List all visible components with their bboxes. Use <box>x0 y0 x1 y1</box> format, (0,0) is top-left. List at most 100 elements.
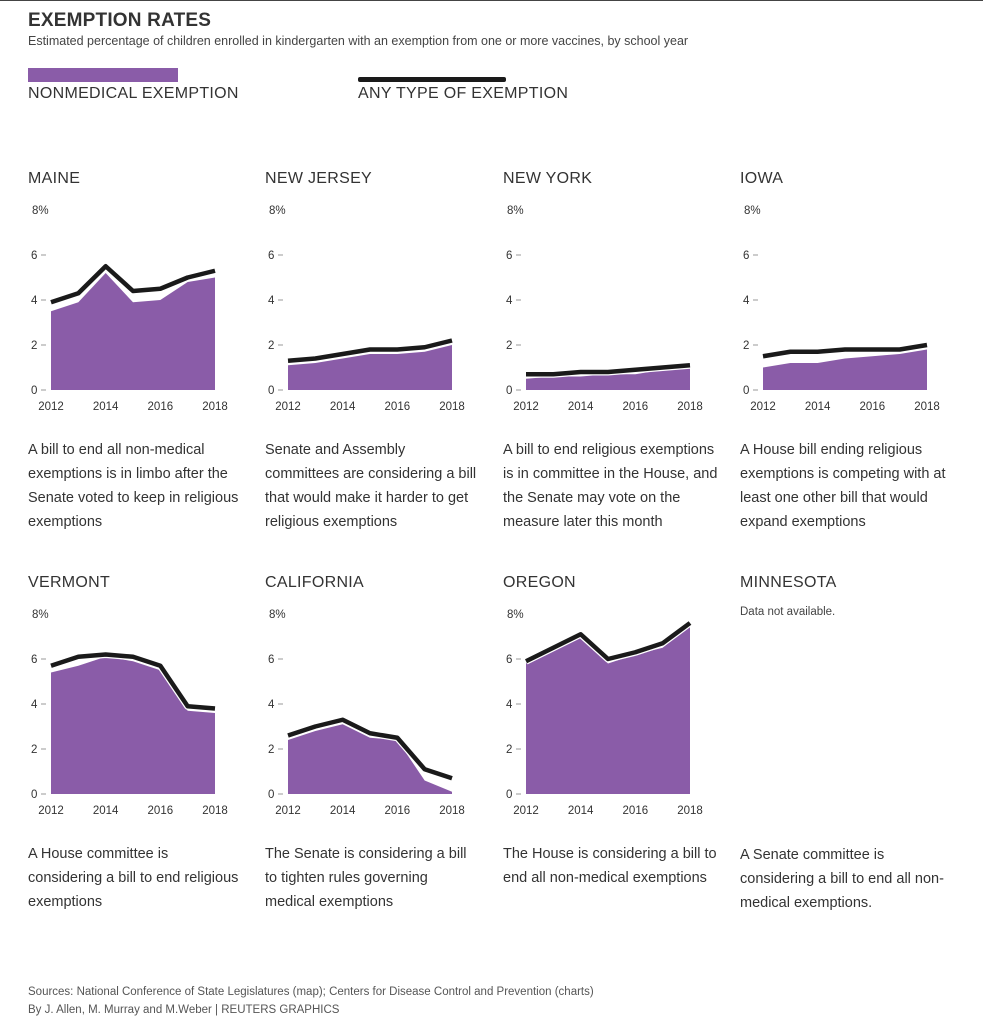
y-tick-label: 0 <box>268 385 274 397</box>
sources-text: Sources: National Conference of State Le… <box>28 986 594 998</box>
x-tick-label: 2018 <box>202 805 228 817</box>
y-tick-label: 0 <box>31 385 37 397</box>
no-data-note: Data not available. <box>740 606 836 618</box>
x-tick-label: 2016 <box>860 401 886 413</box>
nonmedical-area <box>526 367 690 390</box>
page-title: EXEMPTION RATES <box>28 10 212 31</box>
x-tick-label: 2014 <box>330 401 356 413</box>
panel-title: VERMONT <box>28 574 111 591</box>
legend-area-swatch <box>28 68 178 82</box>
y-tick-label: 2 <box>743 340 749 352</box>
y-tick-label: 8% <box>32 205 49 217</box>
y-tick-label: 0 <box>31 789 37 801</box>
panel-description: The House is considering a bill to end a… <box>503 846 717 886</box>
x-tick-label: 2016 <box>148 805 174 817</box>
y-tick-label: 6 <box>268 654 274 666</box>
y-tick-label: 4 <box>506 699 513 711</box>
x-tick-label: 2014 <box>330 805 356 817</box>
x-tick-label: 2018 <box>202 401 228 413</box>
y-tick-label: 6 <box>506 654 512 666</box>
y-tick-label: 8% <box>269 609 286 621</box>
x-tick-label: 2014 <box>93 805 119 817</box>
y-tick-label: 0 <box>268 789 274 801</box>
y-tick-label: 2 <box>31 744 37 756</box>
y-tick-label: 6 <box>268 250 274 262</box>
x-tick-label: 2012 <box>750 401 776 413</box>
sources-footer: Sources: National Conference of State Le… <box>28 983 594 1019</box>
panel-description: A bill to end religious exemptions is in… <box>503 442 718 530</box>
panel-description: A House bill ending religious exemptions… <box>740 442 946 530</box>
credits-text: By J. Allen, M. Murray and M.Weber | REU… <box>28 1004 340 1016</box>
y-tick-label: 4 <box>31 295 38 307</box>
panel-title: NEW JERSEY <box>265 170 373 187</box>
y-tick-label: 0 <box>506 385 512 397</box>
x-tick-label: 2012 <box>513 805 539 817</box>
y-tick-label: 4 <box>268 295 275 307</box>
x-tick-label: 2012 <box>275 805 301 817</box>
nonmedical-area <box>288 724 452 794</box>
x-tick-label: 2018 <box>677 401 703 413</box>
x-tick-label: 2012 <box>38 805 64 817</box>
legend-area-label: NONMEDICAL EXEMPTION <box>28 85 239 102</box>
y-tick-label: 8% <box>744 205 761 217</box>
y-tick-label: 2 <box>268 744 274 756</box>
panel-description: A House committee is considering a bill … <box>28 846 239 910</box>
x-tick-label: 2012 <box>38 401 64 413</box>
y-tick-label: 4 <box>743 295 750 307</box>
nonmedical-area <box>51 273 215 390</box>
panel-title: NEW YORK <box>503 170 593 187</box>
panel-title: MAINE <box>28 170 81 187</box>
x-tick-label: 2016 <box>623 401 649 413</box>
y-tick-label: 2 <box>506 744 512 756</box>
y-tick-label: 6 <box>506 250 512 262</box>
panel-description: A bill to end all non-medical exemptions… <box>28 442 239 530</box>
x-tick-label: 2012 <box>275 401 301 413</box>
x-tick-label: 2016 <box>385 805 411 817</box>
x-tick-label: 2014 <box>805 401 831 413</box>
panel-description: A Senate committee is considering a bill… <box>740 847 944 911</box>
y-tick-label: 2 <box>506 340 512 352</box>
y-tick-label: 4 <box>31 699 38 711</box>
y-tick-label: 8% <box>507 609 524 621</box>
panel-title: CALIFORNIA <box>265 574 365 591</box>
x-tick-label: 2016 <box>623 805 649 817</box>
x-tick-label: 2014 <box>568 401 594 413</box>
top-rule <box>0 0 983 1</box>
page-subtitle: Estimated percentage of children enrolle… <box>28 34 689 48</box>
y-tick-label: 6 <box>743 250 749 262</box>
panel-description: The Senate is considering a bill to tigh… <box>265 846 467 910</box>
panel-title: IOWA <box>740 170 784 187</box>
y-tick-label: 8% <box>507 205 524 217</box>
x-tick-label: 2016 <box>148 401 174 413</box>
y-tick-label: 4 <box>268 699 275 711</box>
y-tick-label: 6 <box>31 654 37 666</box>
y-tick-label: 6 <box>31 250 37 262</box>
y-tick-label: 8% <box>32 609 49 621</box>
nonmedical-area <box>526 625 690 794</box>
x-tick-label: 2018 <box>914 401 940 413</box>
x-tick-label: 2012 <box>513 401 539 413</box>
y-tick-label: 2 <box>31 340 37 352</box>
nonmedical-area <box>51 656 215 794</box>
x-tick-label: 2014 <box>568 805 594 817</box>
x-tick-label: 2014 <box>93 401 119 413</box>
y-tick-label: 2 <box>268 340 274 352</box>
x-tick-label: 2018 <box>677 805 703 817</box>
x-tick-label: 2018 <box>439 805 465 817</box>
panel-title: OREGON <box>503 574 576 591</box>
panel-title: MINNESOTA <box>740 574 837 591</box>
x-tick-label: 2018 <box>439 401 465 413</box>
nonmedical-area <box>763 349 927 390</box>
y-tick-label: 0 <box>743 385 749 397</box>
y-tick-label: 8% <box>269 205 286 217</box>
y-tick-label: 0 <box>506 789 512 801</box>
legend-line-swatch <box>358 77 506 82</box>
legend-line-label: ANY TYPE OF EXEMPTION <box>358 85 569 102</box>
